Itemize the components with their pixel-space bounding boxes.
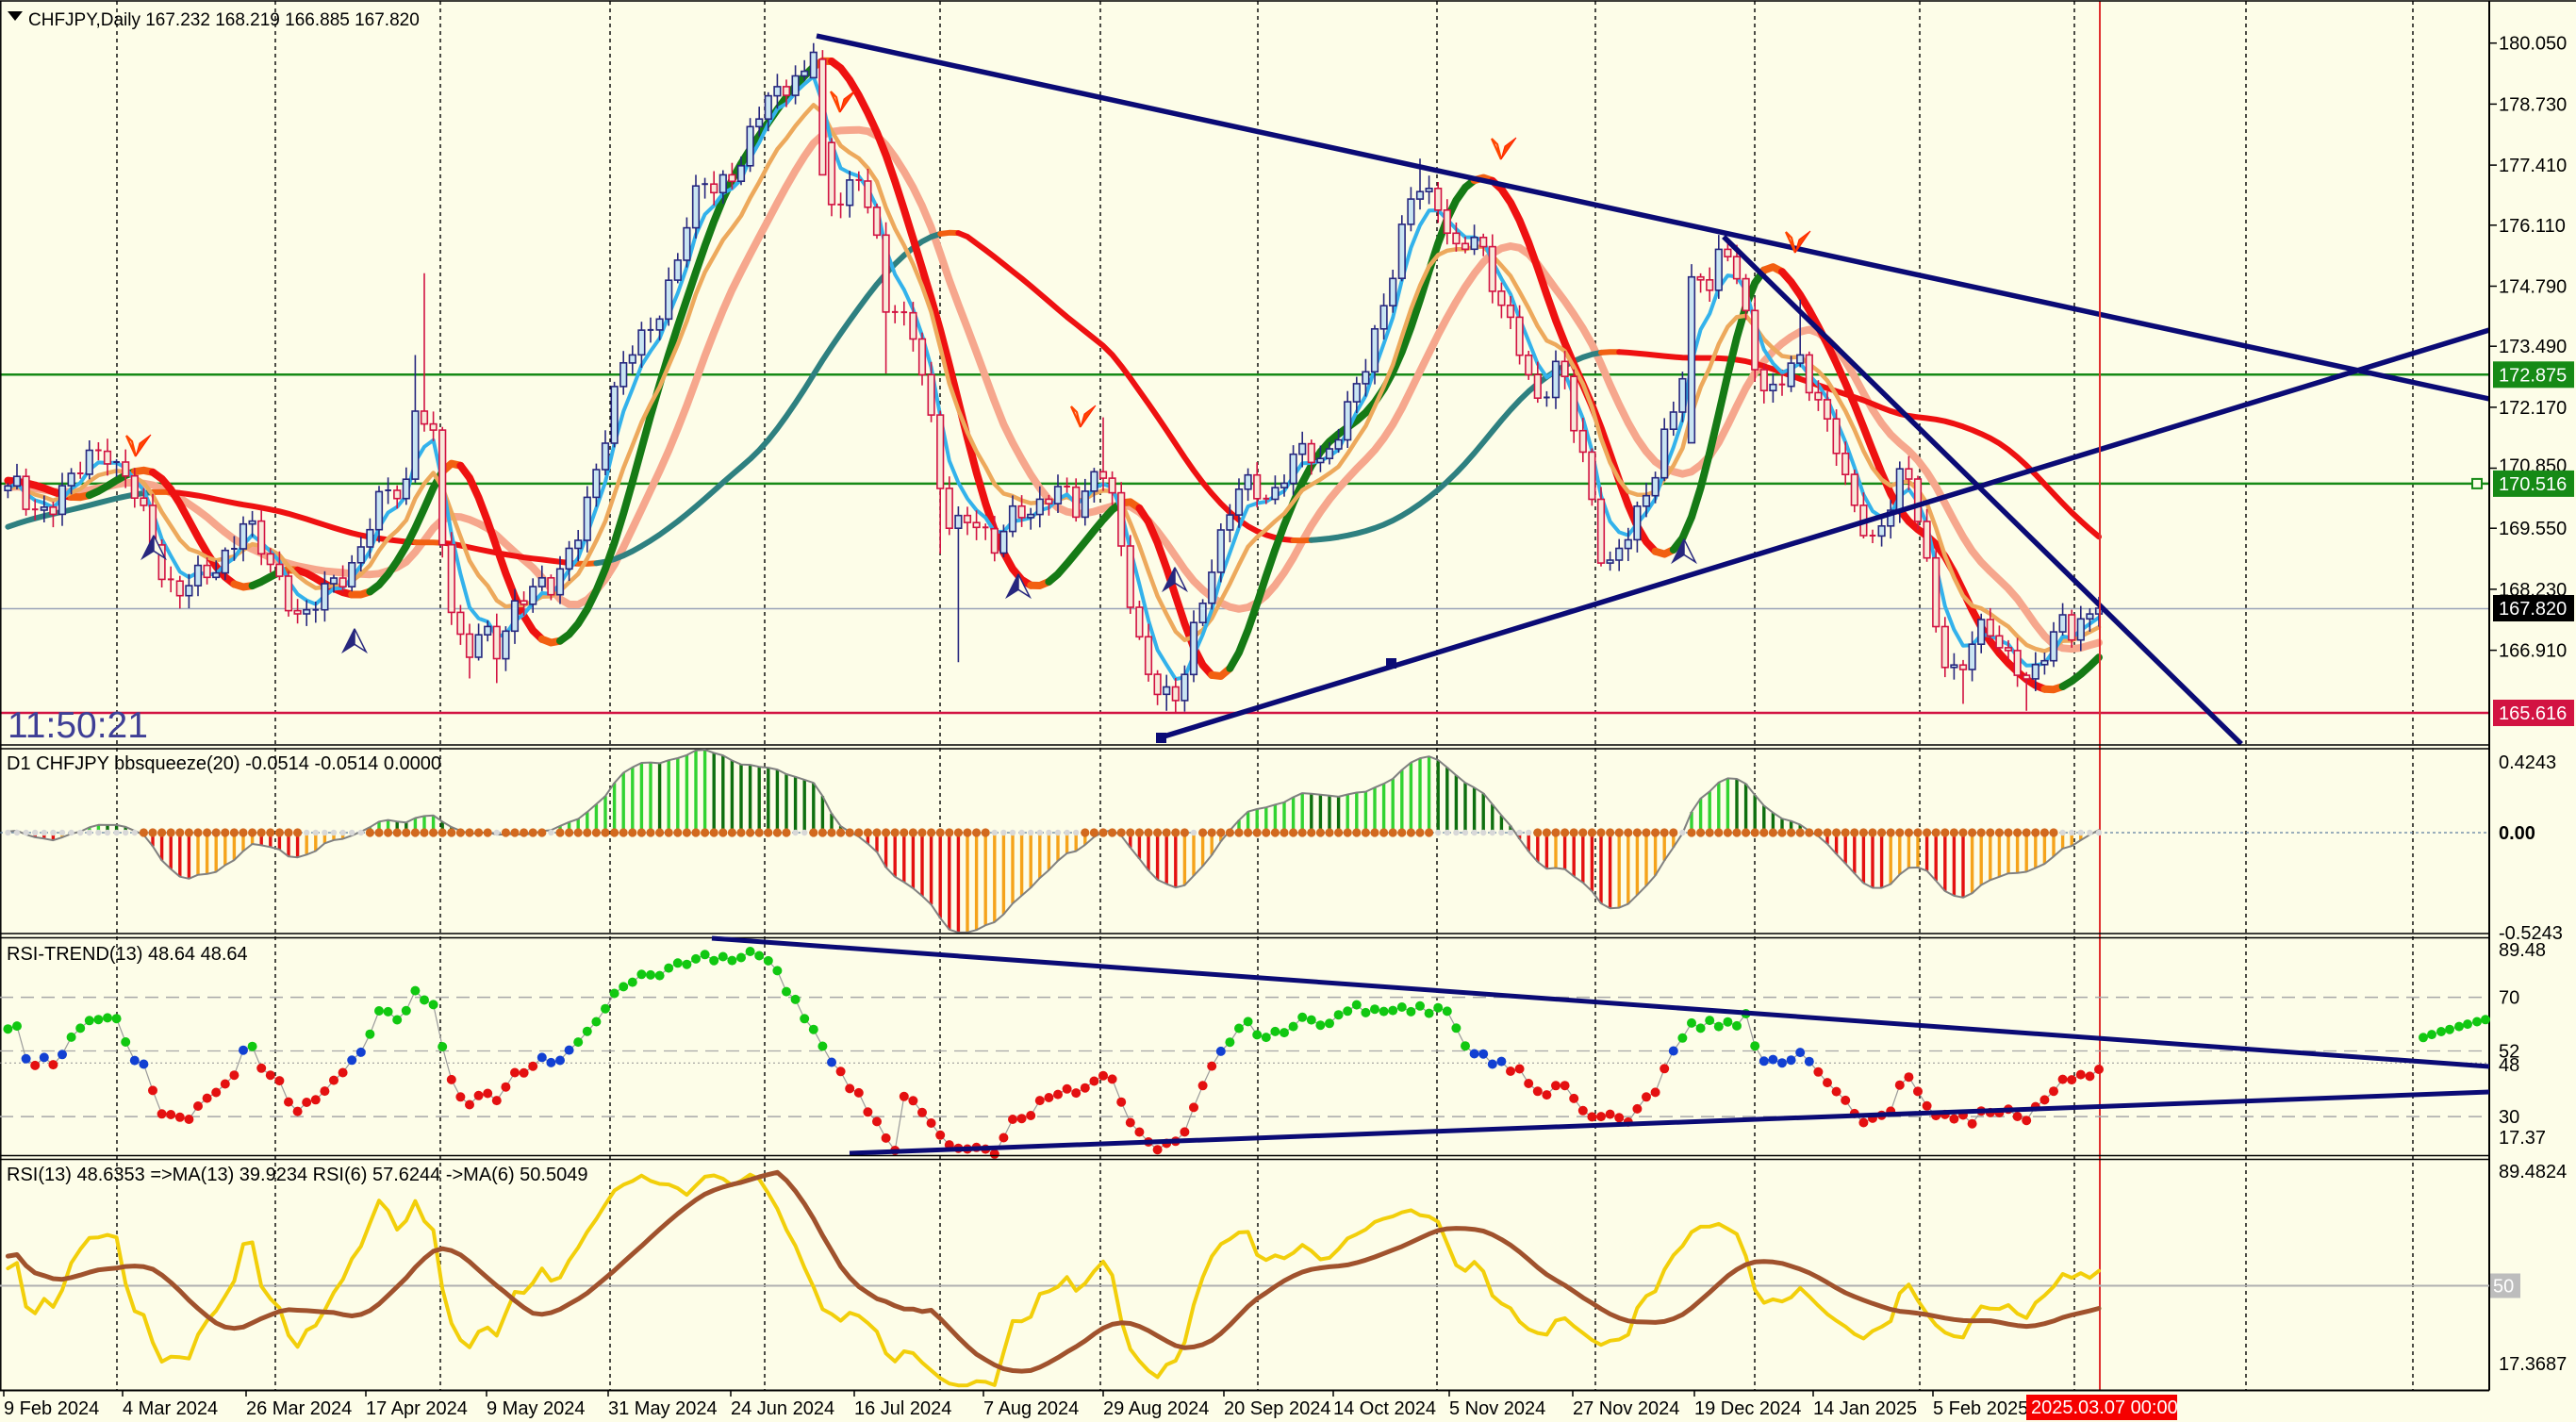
svg-text:CHFJPY,Daily 167.232 168.219: CHFJPY,Daily 167.232 168.219 166.885 167… <box>28 10 420 30</box>
svg-text:14 Jan 2025: 14 Jan 2025 <box>1813 1398 1917 1419</box>
svg-text:174.790: 174.790 <box>2499 277 2567 298</box>
svg-text:16 Jul 2024: 16 Jul 2024 <box>854 1398 951 1419</box>
svg-text:19 Dec 2024: 19 Dec 2024 <box>1694 1398 1801 1419</box>
svg-text:172.875: 172.875 <box>2499 365 2567 386</box>
svg-text:30: 30 <box>2499 1107 2519 1128</box>
svg-text:D1 CHFJPY bbsqueeze(20) -0.051: D1 CHFJPY bbsqueeze(20) -0.0514 -0.0514 … <box>7 753 441 774</box>
svg-text:0.00: 0.00 <box>2499 823 2535 844</box>
svg-text:17 Apr 2024: 17 Apr 2024 <box>366 1398 468 1419</box>
svg-text:20 Sep 2024: 20 Sep 2024 <box>1224 1398 1330 1419</box>
svg-text:178.730: 178.730 <box>2499 94 2567 115</box>
svg-text:5 Feb 2025: 5 Feb 2025 <box>1933 1398 2028 1419</box>
svg-text:11:50:21: 11:50:21 <box>8 705 148 746</box>
svg-text:0.4243: 0.4243 <box>2499 752 2556 773</box>
svg-text:2025.03.07 00:00: 2025.03.07 00:00 <box>2031 1397 2178 1418</box>
svg-text:26 Mar 2024: 26 Mar 2024 <box>246 1398 352 1419</box>
svg-text:5 Nov 2024: 5 Nov 2024 <box>1449 1398 1545 1419</box>
svg-text:172.170: 172.170 <box>2499 398 2567 419</box>
svg-text:177.410: 177.410 <box>2499 156 2567 176</box>
svg-text:165.616: 165.616 <box>2499 703 2567 724</box>
svg-text:-0.5243: -0.5243 <box>2499 923 2563 944</box>
svg-text:170.516: 170.516 <box>2499 474 2567 495</box>
svg-text:17.3687: 17.3687 <box>2499 1354 2567 1375</box>
svg-text:169.550: 169.550 <box>2499 519 2567 539</box>
svg-text:31 May 2024: 31 May 2024 <box>608 1398 718 1419</box>
svg-text:89.4824: 89.4824 <box>2499 1162 2567 1182</box>
svg-text:50: 50 <box>2493 1277 2514 1298</box>
svg-text:29 Aug 2024: 29 Aug 2024 <box>1103 1398 1209 1419</box>
svg-text:52: 52 <box>2499 1042 2519 1063</box>
svg-text:7 Aug 2024: 7 Aug 2024 <box>983 1398 1079 1419</box>
svg-text:RSI(13) 48.6353 =>MA(13) 39.9: RSI(13) 48.6353 =>MA(13) 39.9234 RSI(6) … <box>7 1165 587 1185</box>
svg-text:89.48: 89.48 <box>2499 940 2546 961</box>
svg-text:4 Mar 2024: 4 Mar 2024 <box>123 1398 218 1419</box>
svg-text:180.050: 180.050 <box>2499 34 2567 55</box>
svg-text:14 Oct 2024: 14 Oct 2024 <box>1333 1398 1436 1419</box>
svg-text:9 May 2024: 9 May 2024 <box>487 1398 586 1419</box>
svg-text:9 Feb 2024: 9 Feb 2024 <box>4 1398 99 1419</box>
svg-text:RSI-TREND(13) 48.64 48.64: RSI-TREND(13) 48.64 48.64 <box>7 944 248 965</box>
svg-text:166.910: 166.910 <box>2499 641 2567 662</box>
svg-text:167.820: 167.820 <box>2499 599 2567 620</box>
svg-text:70: 70 <box>2499 988 2519 1009</box>
svg-text:176.110: 176.110 <box>2499 216 2566 237</box>
svg-text:173.490: 173.490 <box>2499 337 2567 357</box>
svg-text:48: 48 <box>2499 1055 2519 1076</box>
svg-text:17.37: 17.37 <box>2499 1128 2546 1149</box>
svg-text:24 Jun 2024: 24 Jun 2024 <box>731 1398 834 1419</box>
svg-text:27 Nov 2024: 27 Nov 2024 <box>1573 1398 1679 1419</box>
